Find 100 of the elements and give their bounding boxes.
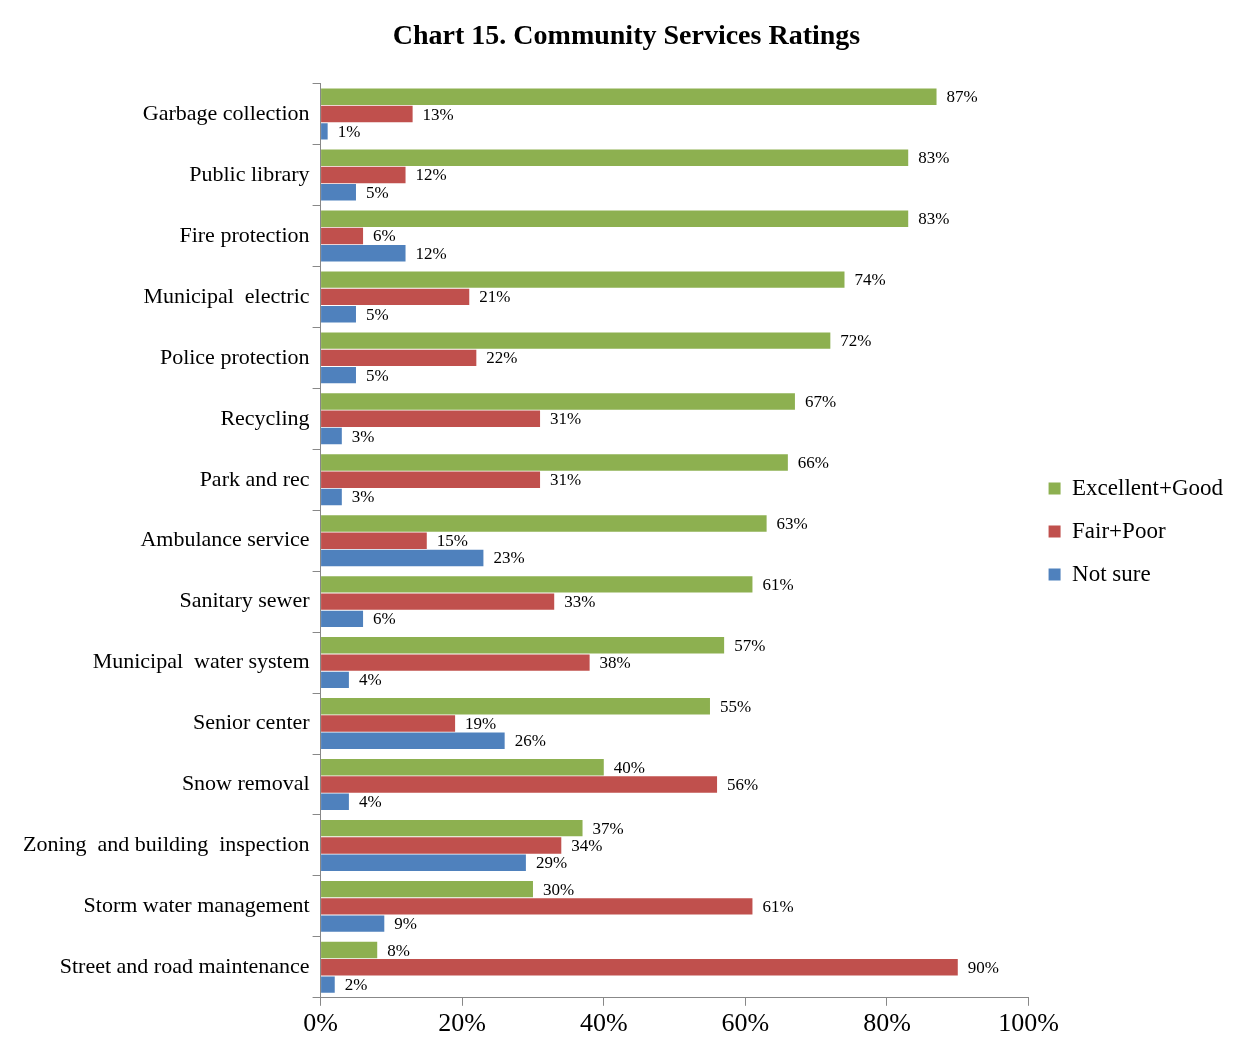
- data-label: 34%: [571, 835, 603, 855]
- data-label: 57%: [734, 635, 766, 655]
- bar: [321, 941, 378, 959]
- y-tick-label: Street and road maintenance: [59, 953, 310, 979]
- y-tick-label: Garbage collection: [142, 99, 310, 125]
- bar: [321, 915, 385, 932]
- bar: [321, 227, 364, 245]
- bar: [321, 759, 604, 776]
- x-tick-label: 80%: [863, 1008, 911, 1038]
- y-tick-label: Storm water management: [83, 892, 310, 918]
- data-label: 90%: [967, 957, 999, 977]
- data-label: 6%: [373, 226, 396, 246]
- data-label: 67%: [804, 392, 837, 412]
- bar: [321, 671, 349, 689]
- bar: [321, 245, 406, 262]
- x-tick-label: 40%: [579, 1008, 628, 1038]
- bar: [321, 898, 753, 915]
- x-tick-label: 20%: [438, 1008, 487, 1038]
- bar: [321, 698, 710, 715]
- data-label: 55%: [719, 696, 752, 716]
- y-tick-label: Snow removal: [181, 770, 310, 796]
- bar: [321, 819, 583, 837]
- data-label: 23%: [493, 548, 525, 568]
- y-tick-label: Public library: [189, 160, 310, 186]
- bar: [321, 366, 356, 384]
- y-tick-label: Zoning and building inspection: [22, 831, 310, 857]
- data-label: 3%: [351, 487, 375, 507]
- bar: [321, 610, 364, 628]
- y-tick-label: Recycling: [220, 404, 310, 430]
- bar: [321, 976, 335, 993]
- data-label: 40%: [613, 757, 645, 777]
- data-label: 6%: [373, 609, 396, 629]
- y-tick-label: Police protection: [159, 343, 310, 369]
- y-tick-label: Park and rec: [199, 465, 310, 491]
- bar: [321, 393, 795, 410]
- data-label: 3%: [351, 426, 375, 446]
- data-label: 4%: [358, 670, 382, 690]
- x-tick-label: 100%: [998, 1008, 1059, 1038]
- data-label: 5%: [365, 304, 389, 324]
- data-label: 83%: [918, 148, 950, 168]
- data-label: 31%: [550, 470, 582, 490]
- data-label: 63%: [776, 513, 808, 533]
- x-tick-label: 0%: [303, 1008, 338, 1038]
- legend-label: Fair+Poor: [1072, 517, 1166, 543]
- bar: [321, 271, 845, 288]
- y-tick-label: Fire protection: [179, 221, 310, 247]
- y-tick-label: Municipal water system: [92, 648, 310, 674]
- bar: [321, 732, 505, 750]
- legend-label: Excellent+Good: [1072, 474, 1224, 500]
- bar: [321, 88, 937, 106]
- data-label: 1%: [337, 121, 361, 141]
- bar: [321, 149, 909, 166]
- y-tick-label: Municipal electric: [143, 282, 310, 308]
- data-label: 5%: [365, 182, 389, 202]
- bar: [321, 532, 427, 549]
- data-label: 2%: [344, 975, 368, 995]
- data-label: 31%: [550, 409, 582, 429]
- data-label: 5%: [365, 365, 389, 385]
- data-label: 29%: [535, 853, 568, 873]
- bar: [321, 576, 753, 593]
- data-label: 13%: [422, 104, 454, 124]
- data-label: 19%: [465, 714, 497, 734]
- bar: [321, 654, 590, 671]
- bar: [321, 349, 477, 367]
- data-label: 61%: [762, 574, 794, 594]
- chart-title: Chart 15. Community Services Ratings: [392, 19, 861, 51]
- data-label: 56%: [727, 774, 759, 794]
- data-label: 87%: [946, 87, 978, 107]
- bar: [321, 288, 470, 306]
- data-label: 72%: [840, 331, 872, 351]
- bar: [321, 184, 356, 201]
- bar: [321, 837, 562, 854]
- y-tick-label: Ambulance service: [140, 526, 310, 552]
- bar: [321, 593, 555, 610]
- x-tick-label: 60%: [721, 1008, 770, 1038]
- bar: [321, 454, 788, 471]
- y-tick-label: Senior center: [192, 709, 311, 735]
- data-label: 30%: [542, 879, 575, 899]
- bar: [321, 332, 831, 349]
- bar: [321, 471, 541, 488]
- bar: [321, 123, 328, 140]
- data-label: 22%: [486, 348, 518, 368]
- data-label: 83%: [918, 209, 950, 229]
- data-label: 38%: [599, 653, 631, 673]
- y-tick-label: Sanitary sewer: [179, 587, 311, 613]
- data-label: 15%: [436, 531, 468, 551]
- bar: [321, 105, 413, 123]
- bar: [321, 515, 767, 532]
- data-label: 61%: [762, 896, 794, 916]
- bar: [321, 793, 349, 810]
- data-label: 8%: [387, 940, 410, 960]
- bar: [321, 210, 909, 227]
- bar: [321, 549, 484, 567]
- data-label: 4%: [358, 792, 382, 812]
- data-label: 37%: [592, 818, 624, 838]
- data-label: 33%: [564, 592, 596, 612]
- bar: [321, 715, 456, 732]
- bar: [321, 166, 406, 184]
- bar: [321, 410, 541, 428]
- data-label: 9%: [394, 914, 417, 934]
